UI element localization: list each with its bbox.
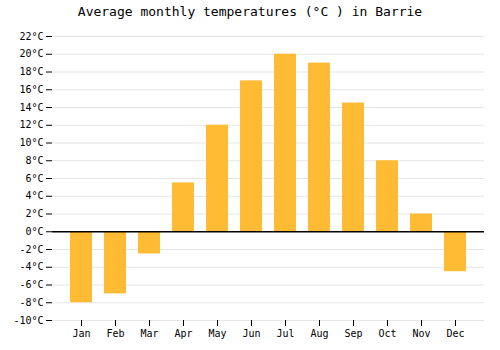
svg-text:-6°C: -6°C: [19, 279, 43, 290]
svg-text:6°C: 6°C: [25, 173, 43, 184]
svg-text:Feb: Feb: [106, 328, 124, 339]
svg-text:12°C: 12°C: [19, 119, 43, 130]
svg-text:4°C: 4°C: [25, 190, 43, 201]
svg-text:Aug: Aug: [310, 328, 328, 339]
svg-text:Sep: Sep: [344, 328, 362, 339]
svg-text:16°C: 16°C: [19, 84, 43, 95]
svg-text:18°C: 18°C: [19, 66, 43, 77]
svg-text:Oct: Oct: [378, 328, 396, 339]
svg-text:May: May: [208, 328, 226, 339]
html-text:Average monthly temperatures (: Average monthly temperatures (°C ) in Ba…: [77, 4, 423, 19]
svg-text:-4°C: -4°C: [19, 261, 43, 272]
svg-text:Dec: Dec: [446, 328, 464, 339]
svg-text:Nov: Nov: [412, 328, 430, 339]
svg-text:Apr: Apr: [174, 328, 192, 339]
svg-text:-8°C: -8°C: [19, 297, 43, 308]
svg-text:2°C: 2°C: [25, 208, 43, 219]
svg-text:Jul: Jul: [276, 328, 294, 339]
svg-text:Jun: Jun: [242, 328, 260, 339]
svg-text:8°C: 8°C: [25, 155, 43, 166]
svg-text:Jan: Jan: [72, 328, 90, 339]
svg-text:-10°C: -10°C: [13, 315, 43, 326]
svg-text:20°C: 20°C: [19, 48, 43, 59]
svg-text:22°C: 22°C: [19, 31, 43, 42]
svg-text:14°C: 14°C: [19, 102, 43, 113]
svg-text:-2°C: -2°C: [19, 244, 43, 255]
svg-text:10°C: 10°C: [19, 137, 43, 148]
svg-text:0°C: 0°C: [25, 226, 43, 237]
svg-text:Mar: Mar: [140, 328, 158, 339]
